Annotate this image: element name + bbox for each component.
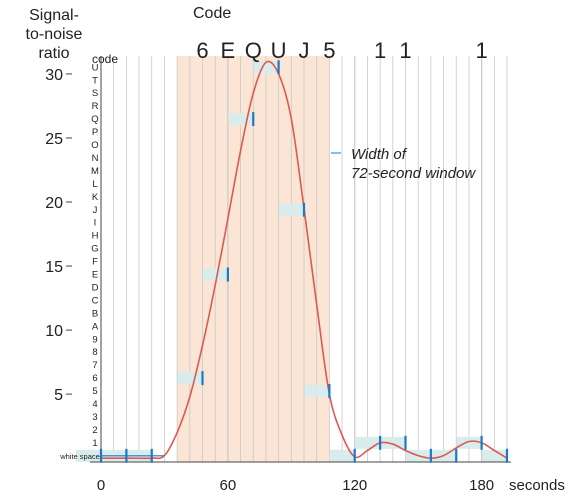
x-tick-label: 120: [342, 477, 367, 494]
y-axis-label-line: Signal-: [29, 7, 79, 24]
code-level-label: G: [91, 244, 98, 255]
x-tick-label: 0: [97, 477, 105, 494]
code-level-label: white space: [59, 452, 100, 461]
code-level-label: 8: [92, 347, 97, 358]
curve-layer: [100, 60, 508, 460]
code-level-label: 5: [92, 386, 97, 397]
code-level-label: A: [92, 321, 99, 332]
code-band: [304, 385, 330, 398]
code-band: [177, 372, 203, 385]
snr-curve: [100, 60, 508, 460]
text-layer: Signal-to-noise ratio Code code seconds W…: [26, 5, 565, 494]
code-band: [482, 449, 507, 462]
code-level-label: Q: [91, 114, 98, 125]
x-tick-label: 180: [469, 477, 494, 494]
decoded-char: 1: [476, 38, 488, 63]
y-tick-label: 20: [45, 195, 63, 212]
marker-layer: [99, 60, 509, 463]
y-tick-label: 5: [54, 387, 63, 404]
code-level-label: K: [92, 192, 99, 203]
code-band: [279, 203, 304, 216]
code-band: [456, 436, 482, 449]
y-axis-label-line: ratio: [38, 45, 69, 62]
code-level-label: R: [92, 101, 99, 112]
code-level-label: 2: [92, 425, 97, 436]
decoded-char: 6: [196, 38, 208, 63]
code-band: [76, 449, 101, 462]
code-level-label: D: [92, 282, 99, 293]
decoded-char: 1: [374, 38, 386, 63]
decoded-char: E: [221, 38, 236, 63]
code-level-label: O: [91, 140, 98, 151]
code-level-label: 1: [92, 438, 97, 449]
code-level-label: M: [91, 166, 99, 177]
code-level-label: 4: [92, 399, 97, 410]
code-level-label: 7: [92, 360, 97, 371]
code-level-label: I: [94, 218, 97, 229]
code-level-label: C: [92, 295, 99, 306]
y-tick-label: 15: [45, 259, 63, 276]
code-band: [380, 436, 406, 449]
code-level-label: T: [92, 75, 98, 86]
window-annotation-line: Width of: [351, 146, 408, 163]
window-annotation: Width of 72-second window: [351, 146, 476, 182]
decoded-char: 5: [323, 38, 335, 63]
code-level-label: S: [92, 88, 98, 99]
y-tick-label: 10: [45, 323, 63, 340]
code-level-label: J: [93, 205, 98, 216]
code-level-label: E: [92, 270, 98, 281]
code-band: [355, 436, 381, 449]
code-band: [329, 449, 355, 462]
x-tick-label: 60: [220, 477, 237, 494]
code-band: [228, 113, 254, 126]
code-level-label: N: [92, 153, 99, 164]
y-axis-label: Signal-to-noise ratio: [26, 7, 83, 62]
y-tick-label: 30: [45, 67, 63, 84]
decoded-char: J: [299, 38, 310, 63]
code-level-label: L: [92, 179, 97, 190]
y-axis-label-line: to-noise: [26, 26, 83, 43]
code-title: Code: [193, 5, 231, 22]
code-level-label: 9: [92, 334, 97, 345]
window-annotation-line: 72-second window: [351, 165, 476, 182]
y-tick-label: 25: [45, 131, 63, 148]
code-band: [202, 268, 228, 281]
code-axis-label: code: [92, 52, 118, 66]
decoded-char: Q: [245, 38, 262, 63]
axes-layer: 5 10 15 20 25 30 0 60 120 180 white space 1 2 3 4 5 6 7 8 9…: [45, 56, 511, 494]
decoded-char: 1: [399, 38, 411, 63]
code-level-label: H: [92, 231, 99, 242]
code-level-label: U: [92, 62, 99, 73]
code-level-label: 6: [92, 373, 97, 384]
x-axis-label: seconds: [509, 477, 565, 494]
code-level-label: B: [92, 308, 98, 319]
code-level-label: F: [92, 257, 98, 268]
decoded-char: U: [271, 38, 287, 63]
code-level-label: 3: [92, 412, 97, 423]
code-level-label: P: [92, 127, 98, 138]
